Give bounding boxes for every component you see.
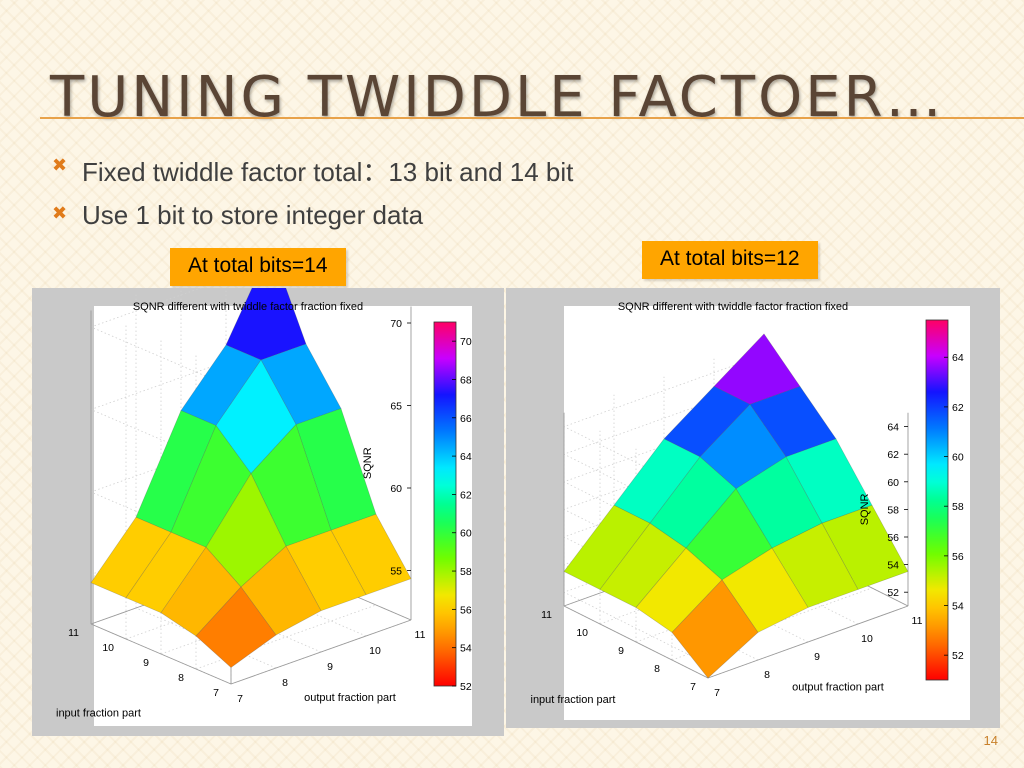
surface-patch bbox=[599, 522, 687, 608]
y-tick-label: 11 bbox=[541, 609, 552, 621]
chart-title: SQNR different with twiddle factor fract… bbox=[133, 301, 363, 313]
z-tick-label: 58 bbox=[887, 504, 899, 516]
y-tick-label: 9 bbox=[618, 645, 624, 657]
x-mark-icon: ✖ bbox=[52, 203, 68, 223]
chart-panel-right: SQNR different with twiddle factor fract… bbox=[506, 288, 1000, 728]
title-rule bbox=[40, 117, 1024, 119]
y-tick-label: 7 bbox=[690, 681, 696, 693]
z-tick-label: 65 bbox=[390, 401, 402, 413]
x-axis-label: output fraction part bbox=[304, 692, 396, 704]
x-tick-label: 8 bbox=[764, 669, 770, 681]
colorbar-tick-label: 70 bbox=[460, 336, 472, 348]
slide-title: TUNING TWIDDLE FACTOER… bbox=[50, 65, 945, 130]
bullet-list: ✖ Fixed twiddle factor total：13 bit and … bbox=[50, 152, 573, 248]
bullet-text: Use 1 bit to store integer data bbox=[82, 200, 424, 230]
y-axis-label: input fraction part bbox=[531, 694, 616, 706]
colorbar-tick-label: 58 bbox=[952, 501, 964, 513]
y-tick-label: 8 bbox=[654, 663, 660, 675]
colorbar-tick-label: 62 bbox=[460, 489, 472, 501]
colorbar-tick-label: 56 bbox=[952, 551, 964, 563]
colorbar-tick-label: 60 bbox=[952, 452, 964, 464]
colorbar-tick-label: 56 bbox=[460, 604, 472, 616]
surface-patch bbox=[635, 547, 723, 633]
surface-patch bbox=[240, 545, 322, 636]
bullet-item: ✖ Use 1 bit to store integer data bbox=[50, 200, 573, 248]
chart-title: SQNR different with twiddle factor fract… bbox=[618, 301, 848, 313]
surface-patch bbox=[821, 504, 909, 590]
surface-chart-left: SQNR different with twiddle factor fract… bbox=[56, 288, 472, 726]
colorbar-tick-label: 54 bbox=[460, 643, 472, 655]
x-tick-label: 9 bbox=[814, 651, 820, 663]
colorbar-tick-label: 58 bbox=[460, 566, 472, 578]
surface-patch bbox=[170, 424, 252, 548]
y-tick-label: 9 bbox=[143, 657, 149, 669]
colorbar-tick-label: 54 bbox=[952, 601, 964, 613]
bullet-item: ✖ Fixed twiddle factor total：13 bit and … bbox=[50, 152, 573, 200]
y-tick-label: 10 bbox=[102, 642, 114, 654]
surface-patch bbox=[215, 359, 297, 474]
z-tick-label: 70 bbox=[390, 318, 402, 330]
x-tick-label: 10 bbox=[861, 633, 873, 645]
y-tick-label: 10 bbox=[576, 627, 588, 639]
x-tick-label: 7 bbox=[714, 687, 720, 699]
surface-patch bbox=[195, 586, 277, 668]
surface-mesh bbox=[563, 333, 909, 679]
surface-patch bbox=[771, 522, 859, 608]
x-axis-label: output fraction part bbox=[792, 681, 884, 693]
y-axis-label: input fraction part bbox=[56, 708, 141, 720]
label-total-bits-14: At total bits=14 bbox=[170, 248, 346, 286]
colorbar bbox=[925, 319, 949, 681]
colorbar-tick-label: 62 bbox=[952, 402, 964, 414]
chart-panel-left: SQNR different with twiddle factor fract… bbox=[32, 288, 504, 736]
colorbar-tick-label: 64 bbox=[952, 352, 964, 364]
z-tick-label: 62 bbox=[887, 449, 899, 461]
surface-patch bbox=[225, 288, 307, 361]
label-total-bits-12: At total bits=12 bbox=[642, 241, 818, 279]
z-tick-label: 64 bbox=[887, 422, 899, 434]
bullet-text: Fixed twiddle factor total：13 bit and 14… bbox=[82, 157, 574, 187]
surface-patch bbox=[563, 504, 651, 590]
z-tick-label: 56 bbox=[887, 532, 899, 544]
z-tick-label: 60 bbox=[887, 477, 899, 489]
z-axis-label: SQNR bbox=[362, 447, 374, 479]
y-tick-label: 7 bbox=[213, 687, 219, 699]
z-tick-label: 55 bbox=[390, 566, 402, 578]
surface-patch bbox=[671, 579, 759, 679]
colorbar-tick-label: 60 bbox=[460, 528, 472, 540]
z-axis-label: SQNR bbox=[859, 493, 871, 525]
x-tick-label: 11 bbox=[912, 615, 923, 627]
colorbar-tick-label: 52 bbox=[952, 650, 964, 662]
colorbar-tick-label: 52 bbox=[460, 681, 472, 693]
surface-mesh bbox=[90, 288, 412, 668]
y-tick-label: 11 bbox=[68, 627, 79, 639]
colorbar-tick-label: 66 bbox=[460, 413, 472, 425]
x-tick-label: 7 bbox=[237, 693, 243, 705]
x-tick-label: 11 bbox=[415, 629, 426, 641]
x-mark-icon: ✖ bbox=[52, 155, 68, 175]
colorbar-tick-label: 68 bbox=[460, 374, 472, 386]
z-tick-label: 54 bbox=[887, 560, 899, 572]
z-tick-label: 52 bbox=[887, 587, 899, 599]
surface-chart-right: SQNR different with twiddle factor fract… bbox=[531, 301, 970, 720]
colorbar-tick-label: 64 bbox=[460, 451, 472, 463]
surface-patch bbox=[250, 423, 332, 547]
colorbar bbox=[433, 321, 457, 687]
x-tick-label: 10 bbox=[369, 645, 381, 657]
slide-number: 14 bbox=[983, 733, 998, 748]
x-tick-label: 8 bbox=[282, 677, 288, 689]
x-tick-label: 9 bbox=[327, 661, 333, 673]
y-tick-label: 8 bbox=[178, 672, 184, 684]
z-tick-label: 60 bbox=[390, 483, 402, 495]
